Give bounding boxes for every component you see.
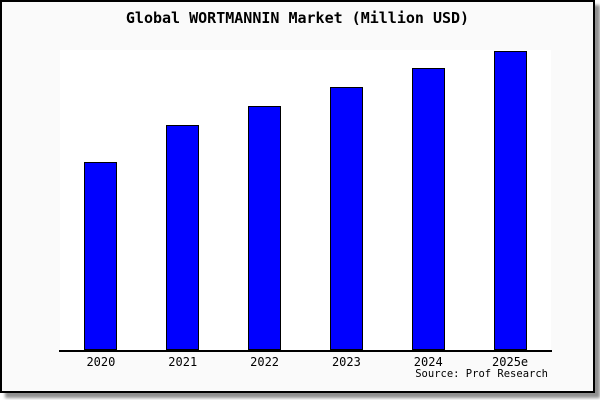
bar-2025e [493,51,527,350]
x-tick-label-2024: 2024 [413,355,443,369]
x-tick-label-2022: 2022 [250,355,280,369]
chart-window: Global WORTMANNIN Market (Million USD) 2… [0,0,595,393]
bar-2022 [248,106,282,350]
source-label: Source: Prof Research [415,368,548,380]
bar-2024 [411,68,445,350]
bar-2023 [329,87,363,350]
x-tick-label-2020: 2020 [86,355,116,369]
x-tick-label-2023: 2023 [331,355,361,369]
plot-area [60,50,551,350]
bar-2021 [166,125,200,350]
x-tick-label-2025e: 2025e [492,355,529,369]
x-axis-line [59,350,552,352]
bar-2020 [84,162,118,350]
x-tick-label-2021: 2021 [168,355,198,369]
chart-title: Global WORTMANNIN Market (Million USD) [125,9,470,27]
